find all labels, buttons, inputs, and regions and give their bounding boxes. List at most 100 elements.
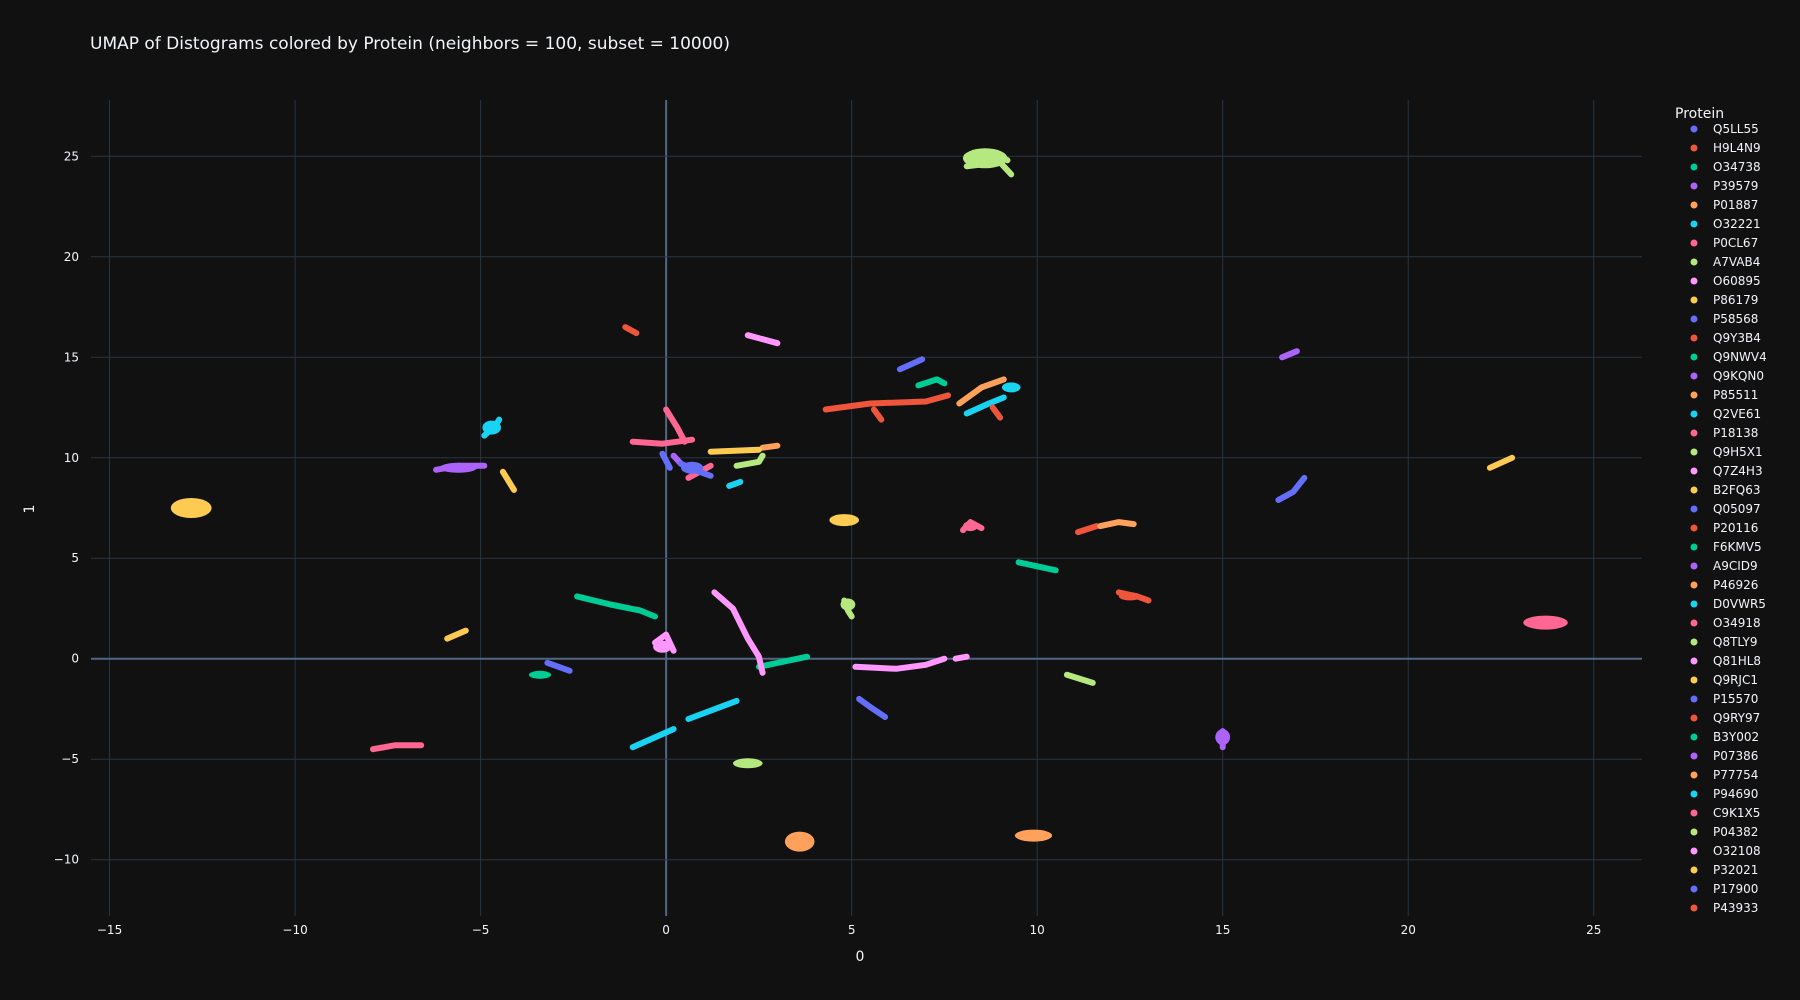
legend-item-P86179[interactable]: P86179 <box>1690 293 1759 307</box>
legend-item-C9K1X5[interactable]: C9K1X5 <box>1690 806 1761 820</box>
legend-item-P04382[interactable]: P04382 <box>1690 825 1759 839</box>
legend-item-P43933[interactable]: P43933 <box>1690 901 1759 915</box>
legend-marker <box>1690 258 1698 266</box>
legend-item-Q9KQN0[interactable]: Q9KQN0 <box>1690 369 1765 383</box>
legend-item-Q9H5X1[interactable]: Q9H5X1 <box>1690 445 1763 459</box>
legend-item-P20116[interactable]: P20116 <box>1690 521 1759 535</box>
legend-item-O34738[interactable]: O34738 <box>1690 160 1761 174</box>
point-cluster <box>759 442 781 451</box>
legend-marker <box>1690 752 1698 760</box>
series-P04382 <box>733 671 1096 769</box>
legend-item-P94690[interactable]: P94690 <box>1690 787 1759 801</box>
y-tick-label: 0 <box>71 652 79 666</box>
legend-label: P94690 <box>1713 787 1758 801</box>
point-cluster <box>370 742 425 753</box>
legend-item-A7VAB4[interactable]: A7VAB4 <box>1690 255 1761 269</box>
point-blob <box>962 148 1008 169</box>
legend-item-O60895[interactable]: O60895 <box>1690 274 1761 288</box>
point-blob <box>170 498 212 518</box>
legend-item-O32221[interactable]: O32221 <box>1690 217 1761 231</box>
legend-item-B3Y002[interactable]: B3Y002 <box>1690 730 1760 744</box>
series-O32221 <box>726 478 744 489</box>
legend-item-P58568[interactable]: P58568 <box>1690 312 1759 326</box>
legend-item-Q9Y3B4[interactable]: Q9Y3B4 <box>1690 331 1761 345</box>
point-cluster <box>659 450 673 471</box>
legend-item-O32108[interactable]: O32108 <box>1690 844 1761 858</box>
legend-marker <box>1690 790 1698 798</box>
legend-marker <box>1690 201 1698 209</box>
legend-item-P46926[interactable]: P46926 <box>1690 578 1759 592</box>
legend-marker <box>1690 144 1698 152</box>
legend-item-P77754[interactable]: P77754 <box>1690 768 1759 782</box>
series-Q9KQN0 <box>1279 348 1300 361</box>
legend-item-O34918[interactable]: O34918 <box>1690 616 1761 630</box>
legend-label: P04382 <box>1713 825 1758 839</box>
series-O34918 <box>960 519 985 534</box>
legend-item-P85511[interactable]: P85511 <box>1690 388 1759 402</box>
legend-marker <box>1690 486 1698 494</box>
x-tick-label: −15 <box>97 923 122 937</box>
legend-item-Q7Z4H3[interactable]: Q7Z4H3 <box>1690 464 1763 478</box>
legend-item-Q9RJC1[interactable]: Q9RJC1 <box>1690 673 1758 687</box>
point-cluster <box>755 653 811 670</box>
legend-item-Q8TLY9[interactable]: Q8TLY9 <box>1690 635 1758 649</box>
legend-label: P58568 <box>1713 312 1758 326</box>
legend-label: Q8TLY9 <box>1713 635 1757 649</box>
legend-marker <box>1690 847 1698 855</box>
point-cluster <box>1097 519 1137 530</box>
point-cluster <box>1275 474 1308 503</box>
point-cluster <box>956 376 1007 407</box>
point-cluster <box>870 406 885 423</box>
legend-label: P46926 <box>1713 578 1758 592</box>
chart-title: UMAP of Distograms colored by Protein (n… <box>90 34 730 54</box>
legend-item-F6KMV5[interactable]: F6KMV5 <box>1690 540 1762 554</box>
x-tick-label: 20 <box>1401 923 1416 937</box>
legend-label: P43933 <box>1713 901 1758 915</box>
legend-marker <box>1690 657 1698 665</box>
legend-item-B2FQ63[interactable]: B2FQ63 <box>1690 483 1761 497</box>
legend-item-H9L4N9[interactable]: H9L4N9 <box>1690 141 1761 155</box>
x-tick-label: 15 <box>1215 923 1230 937</box>
point-blob <box>681 461 704 474</box>
y-tick-label: 25 <box>64 149 79 163</box>
point-cluster <box>544 659 573 674</box>
legend-item-P32021[interactable]: P32021 <box>1690 863 1759 877</box>
series-P07386 <box>1215 728 1231 751</box>
legend-item-Q9NWV4[interactable]: Q9NWV4 <box>1690 350 1767 364</box>
point-cluster <box>896 356 926 373</box>
legend-marker <box>1690 524 1698 532</box>
legend-item-P01887[interactable]: P01887 <box>1690 198 1759 212</box>
legend[interactable]: Protein Q5LL55 H9L4N9 O34738 P39579 P01887 O3… <box>1675 106 1767 915</box>
legend-item-Q2VE61[interactable]: Q2VE61 <box>1690 407 1762 421</box>
series-C9K1X5 <box>370 615 1568 753</box>
legend-item-Q5LL55[interactable]: Q5LL55 <box>1690 122 1759 136</box>
legend-item-P15570[interactable]: P15570 <box>1690 692 1759 706</box>
legend-label: P07386 <box>1713 749 1758 763</box>
legend-marker <box>1690 885 1698 893</box>
legend-item-P18138[interactable]: P18138 <box>1690 426 1759 440</box>
legend-marker <box>1690 771 1698 779</box>
point-blob <box>1001 382 1021 393</box>
legend-item-P0CL67[interactable]: P0CL67 <box>1690 236 1759 250</box>
y-tick-label: 15 <box>64 350 79 364</box>
x-tick-label: 10 <box>1030 923 1045 937</box>
legend-item-P17900[interactable]: P17900 <box>1690 882 1759 896</box>
point-cluster <box>663 406 688 445</box>
legend-marker <box>1690 505 1698 513</box>
legend-item-Q9RY97[interactable]: Q9RY97 <box>1690 711 1761 725</box>
point-blob <box>439 462 477 473</box>
legend-label: H9L4N9 <box>1713 141 1761 155</box>
legend-item-P39579[interactable]: P39579 <box>1690 179 1759 193</box>
legend-item-P07386[interactable]: P07386 <box>1690 749 1759 763</box>
point-cluster <box>1279 348 1300 361</box>
legend-item-Q05097[interactable]: Q05097 <box>1690 502 1761 516</box>
legend-item-Q81HL8[interactable]: Q81HL8 <box>1690 654 1762 668</box>
legend-marker <box>1690 182 1698 190</box>
series-H9L4N9 <box>822 392 952 423</box>
point-blob <box>829 514 859 527</box>
point-cluster <box>733 452 766 469</box>
series-P86179 <box>707 446 762 455</box>
legend-item-A9CID9[interactable]: A9CID9 <box>1690 559 1758 573</box>
legend-item-D0VWR5[interactable]: D0VWR5 <box>1690 597 1766 611</box>
